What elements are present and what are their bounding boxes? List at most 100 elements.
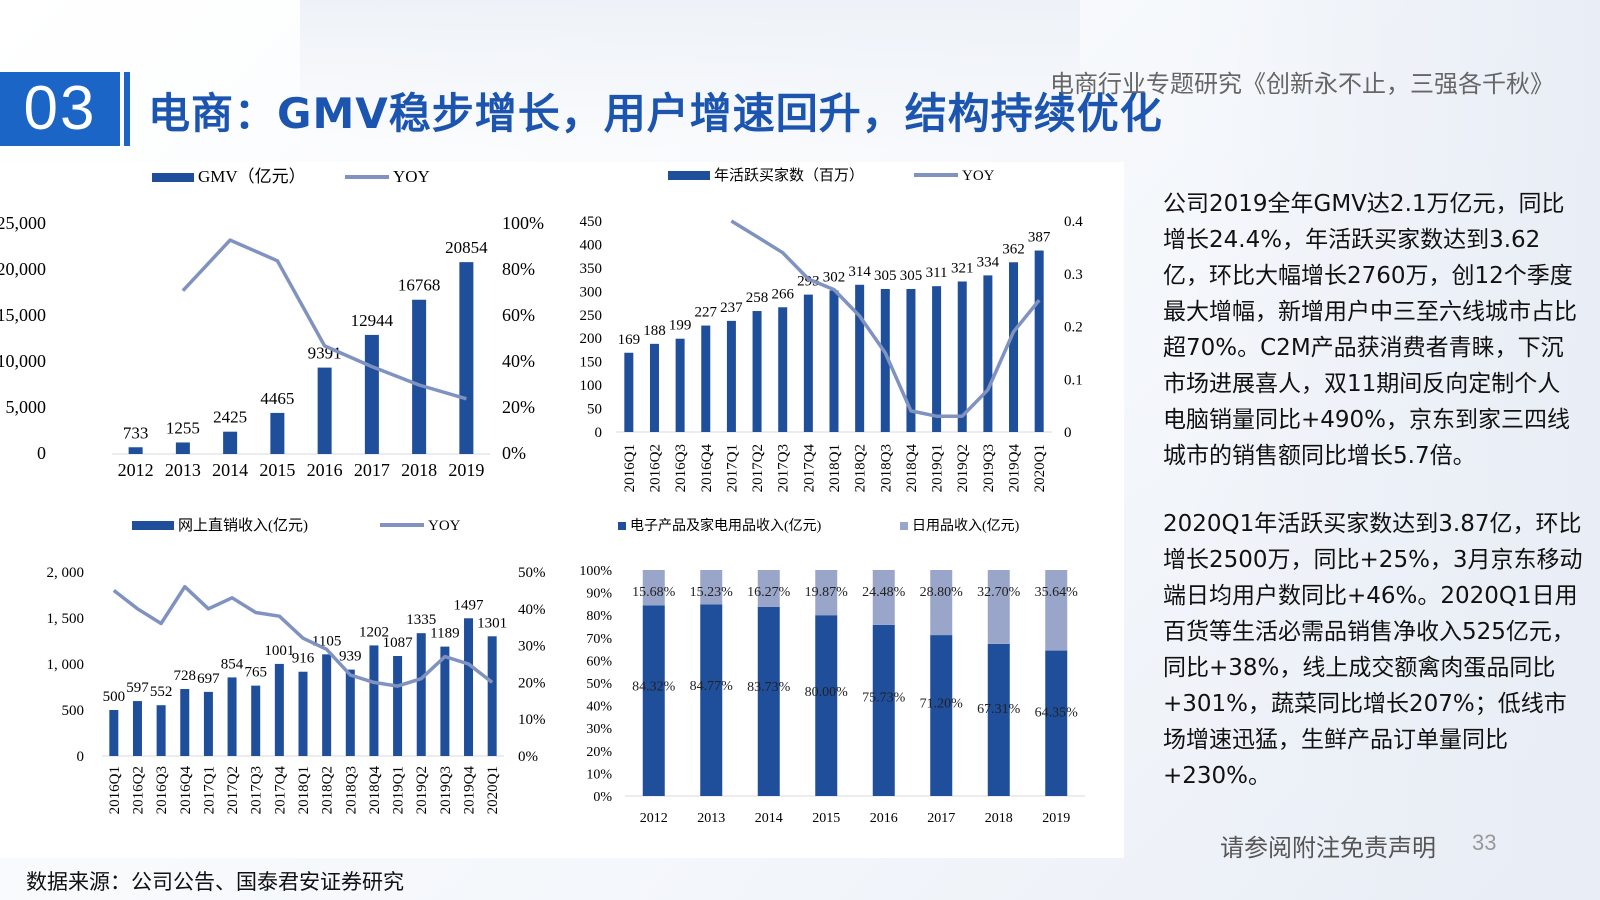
- x-tick-label: 2017Q1: [201, 766, 217, 814]
- x-tick-label: 2016: [307, 460, 343, 480]
- data-label: 188: [643, 323, 666, 339]
- bar: [649, 343, 659, 432]
- x-tick-label: 2019: [448, 460, 484, 480]
- bar: [369, 645, 379, 756]
- data-label: 71.20%: [920, 697, 964, 712]
- x-tick-label: 2019: [1042, 811, 1070, 826]
- y-tick-label: 450: [580, 214, 603, 230]
- yoy-line: [730, 219, 1041, 418]
- legend-label: 网上直销收入(亿元): [178, 517, 308, 534]
- x-tick-label: 2017Q3: [776, 444, 792, 492]
- x-tick-label: 2016Q2: [130, 766, 146, 814]
- page-title: 电商：GMV稳步增长，用户增速回升，结构持续优化: [148, 89, 1163, 138]
- bar: [983, 275, 993, 432]
- legend-label: YOY: [962, 168, 995, 184]
- x-tick-label: 2018Q1: [296, 766, 312, 814]
- bar: [345, 669, 355, 756]
- data-label: 28.80%: [920, 585, 964, 600]
- bar: [175, 442, 190, 454]
- data-label: 83.73%: [747, 680, 791, 695]
- x-tick-label: 2016Q3: [673, 444, 689, 492]
- y-tick-label: 0%: [593, 790, 612, 805]
- charts-svg: 0 5,000 10,000 15,000 20,000 25,000 0% 20% 40% 60…: [0, 167, 1085, 826]
- bar: [156, 705, 166, 756]
- x-tick-label: 2016Q3: [154, 766, 170, 814]
- bar: [1034, 250, 1044, 432]
- x-tick-label: 2018: [401, 460, 437, 480]
- bar: [880, 288, 890, 432]
- data-label: 20854: [445, 238, 488, 257]
- y2-tick-label: 0%: [518, 749, 538, 765]
- yoy-line: [112, 584, 494, 688]
- y-tick-label: 80%: [586, 609, 612, 624]
- y-tick-label: 1, 000: [47, 657, 85, 673]
- legend-swatch: [152, 173, 194, 182]
- y-tick-label: 70%: [586, 632, 612, 647]
- page-number: 33: [1472, 830, 1497, 855]
- x-tick-label: 2014: [755, 811, 783, 826]
- y2-tick-label: 60%: [502, 305, 535, 325]
- x-tick-label: 2014: [212, 460, 248, 480]
- bar: [624, 352, 634, 432]
- y2-tick-label: 10%: [518, 712, 546, 728]
- summary-paragraph-2: 2020Q1年活跃买家数达到3.87亿，环比增长2500万，同比+25%，3月京…: [1163, 511, 1583, 789]
- y-tick-label: 30%: [586, 722, 612, 737]
- x-tick-label: 2019Q3: [438, 766, 454, 814]
- x-tick-label: 2016Q4: [699, 444, 715, 493]
- x-tick-label: 2018Q3: [878, 444, 894, 492]
- x-tick-label: 2020Q1: [485, 766, 501, 814]
- y-tick-label: 100%: [579, 564, 612, 579]
- data-label: 1189: [430, 626, 459, 642]
- data-label: 305: [900, 268, 923, 284]
- bar-segment: [872, 624, 895, 796]
- data-label: 84.32%: [632, 679, 676, 694]
- x-tick-label: 2018Q2: [853, 444, 869, 492]
- bar: [393, 655, 403, 756]
- y-tick-label: 50: [587, 402, 602, 418]
- bar: [932, 286, 942, 432]
- data-label: 1301: [477, 615, 507, 631]
- x-tick-label: 2015: [259, 460, 295, 480]
- legend-swatch: [900, 522, 908, 530]
- data-label: 500: [103, 689, 126, 705]
- bar: [416, 633, 426, 756]
- disclaimer-link[interactable]: 请参阅附注免责声明: [1220, 834, 1436, 862]
- y2-tick-label: 0.3: [1064, 267, 1083, 283]
- y2-tick-label: 30%: [518, 639, 546, 655]
- bar: [726, 320, 736, 432]
- y-tick-label: 50%: [586, 677, 612, 692]
- x-tick-label: 2016Q2: [647, 444, 663, 492]
- legend-label: 年活跃买家数（百万）: [714, 167, 864, 184]
- bar-segment: [642, 605, 665, 796]
- bar: [364, 334, 379, 454]
- data-label: 314: [848, 264, 871, 280]
- data-label: 302: [823, 269, 846, 285]
- x-tick-label: 2016Q4: [178, 766, 194, 815]
- yoy-line: [181, 238, 467, 401]
- legend-swatch: [668, 171, 710, 180]
- data-label: 15.68%: [632, 585, 676, 600]
- data-label: 728: [174, 668, 197, 684]
- data-label: 1087: [383, 635, 414, 651]
- bar: [675, 338, 685, 432]
- header-decoration: [300, 0, 1080, 150]
- data-label: 362: [1002, 241, 1025, 257]
- data-label: 24.48%: [862, 585, 906, 600]
- data-label: 939: [339, 649, 362, 665]
- x-tick-label: 2017Q1: [724, 444, 740, 492]
- x-tick-label: 2012: [640, 811, 668, 826]
- section-divider: [124, 72, 130, 146]
- y2-tick-label: 40%: [518, 602, 546, 618]
- data-label: 80.00%: [805, 685, 849, 700]
- data-label: 16768: [398, 276, 441, 295]
- bar-segment: [815, 615, 838, 796]
- data-label: 552: [150, 684, 173, 700]
- data-label: 597: [126, 680, 149, 696]
- bar: [440, 646, 450, 756]
- y2-tick-label: 0%: [502, 443, 526, 463]
- bar: [298, 671, 308, 756]
- data-label: 293: [797, 274, 820, 290]
- y2-tick-label: 0.2: [1064, 320, 1083, 336]
- bar: [412, 299, 427, 454]
- y-tick-label: 5,000: [6, 397, 47, 417]
